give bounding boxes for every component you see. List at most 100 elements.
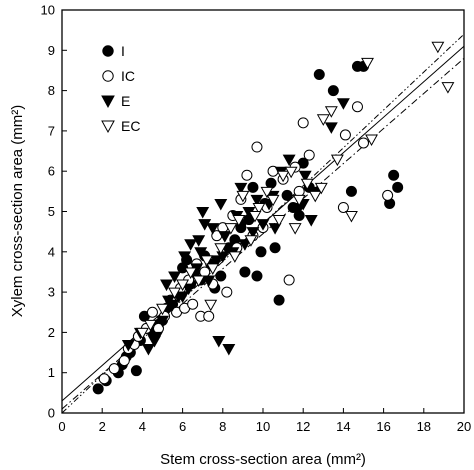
point-IC xyxy=(337,201,349,213)
x-axis-ticks: 0 2 4 6 8 10 12 14 16 18 20 xyxy=(58,408,471,434)
point-IC xyxy=(146,306,158,318)
point-E xyxy=(176,291,190,304)
point-EC xyxy=(276,170,290,183)
point-EC xyxy=(232,215,246,227)
point-I xyxy=(273,294,285,306)
point-E xyxy=(184,239,198,251)
legend-marker-EC xyxy=(101,120,115,134)
point-I xyxy=(345,185,357,197)
point-EC xyxy=(192,275,206,288)
point-IC xyxy=(98,373,110,385)
point-I xyxy=(130,365,142,377)
point-E xyxy=(160,279,173,292)
point-I xyxy=(269,242,281,254)
point-EC xyxy=(214,243,228,255)
legend-label-E: E xyxy=(121,93,130,109)
point-IC xyxy=(293,185,305,197)
legend-label-EC: EC xyxy=(121,118,140,134)
point-E xyxy=(210,255,224,267)
point-EC xyxy=(324,106,338,118)
point-EC xyxy=(292,194,306,207)
point-E xyxy=(192,235,206,247)
point-IC xyxy=(118,355,130,367)
point-EC xyxy=(176,279,190,292)
data-points xyxy=(92,41,455,395)
legend-item-EC: EC xyxy=(101,118,140,134)
x-tick-label: 10 xyxy=(256,419,270,434)
point-I xyxy=(215,270,227,282)
point-E xyxy=(250,194,264,207)
point-E xyxy=(304,215,318,227)
point-IC xyxy=(187,298,199,310)
point-EC xyxy=(316,114,330,126)
point-E xyxy=(196,207,210,219)
point-EC xyxy=(224,223,238,235)
y-tick-label: 8 xyxy=(48,83,55,98)
point-E xyxy=(202,275,216,288)
point-EC xyxy=(228,251,242,263)
point-I xyxy=(392,181,404,193)
point-E xyxy=(324,122,338,134)
legend-item-E: E xyxy=(101,93,130,109)
x-axis-title: Stem cross-section area (mm²) xyxy=(160,451,366,468)
point-E xyxy=(246,227,260,239)
point-EC xyxy=(288,223,302,235)
point-I xyxy=(313,68,325,80)
point-IC xyxy=(351,101,363,113)
point-E xyxy=(141,344,155,356)
point-EC xyxy=(236,190,250,203)
point-EC xyxy=(284,166,298,179)
point-E xyxy=(218,231,232,243)
point-EC xyxy=(300,178,314,191)
point-EC xyxy=(204,299,218,312)
legend-marker-E xyxy=(101,95,115,109)
point-I xyxy=(327,85,339,97)
legend: I IC E EC xyxy=(101,43,140,134)
point-IC xyxy=(203,310,215,322)
point-EC xyxy=(248,211,262,223)
point-E xyxy=(336,98,350,110)
x-tick-label: 2 xyxy=(99,419,106,434)
point-EC xyxy=(135,327,149,340)
point-EC xyxy=(184,267,198,279)
legend-label-IC: IC xyxy=(121,68,135,84)
point-EC xyxy=(308,190,322,203)
point-EC xyxy=(344,211,358,223)
y-tick-label: 6 xyxy=(48,164,55,179)
point-E xyxy=(194,247,208,259)
point-E xyxy=(214,198,228,211)
point-EC xyxy=(314,182,328,195)
y-tick-label: 2 xyxy=(48,325,55,340)
point-EC xyxy=(441,82,455,94)
point-EC xyxy=(168,287,182,300)
point-IC xyxy=(297,117,309,129)
y-tick-label: 10 xyxy=(41,3,55,18)
point-IC xyxy=(358,137,369,149)
point-IC xyxy=(251,141,263,153)
point-EC xyxy=(252,202,266,215)
x-tick-label: 12 xyxy=(296,419,310,434)
point-IC xyxy=(283,274,295,286)
point-I xyxy=(239,266,251,278)
point-I xyxy=(265,177,277,189)
y-tick-label: 7 xyxy=(48,123,55,138)
point-I xyxy=(388,169,400,181)
point-EC xyxy=(156,303,169,316)
point-EC xyxy=(260,186,274,199)
point-E xyxy=(156,315,169,328)
point-IC xyxy=(382,189,394,201)
point-EC xyxy=(272,215,286,227)
x-tick-label: 14 xyxy=(336,419,350,434)
point-EC xyxy=(330,154,344,167)
y-axis-ticks: 0 1 2 3 4 5 6 7 8 9 10 xyxy=(41,3,67,421)
point-E xyxy=(166,299,180,312)
point-EC xyxy=(143,319,157,332)
point-I xyxy=(255,246,267,258)
legend-item-I: I xyxy=(102,43,125,59)
point-IC xyxy=(303,149,315,161)
legend-marker-I xyxy=(102,45,114,57)
x-tick-label: 16 xyxy=(376,419,390,434)
point-EC xyxy=(266,194,280,207)
point-I xyxy=(251,270,263,282)
point-E xyxy=(216,251,230,263)
